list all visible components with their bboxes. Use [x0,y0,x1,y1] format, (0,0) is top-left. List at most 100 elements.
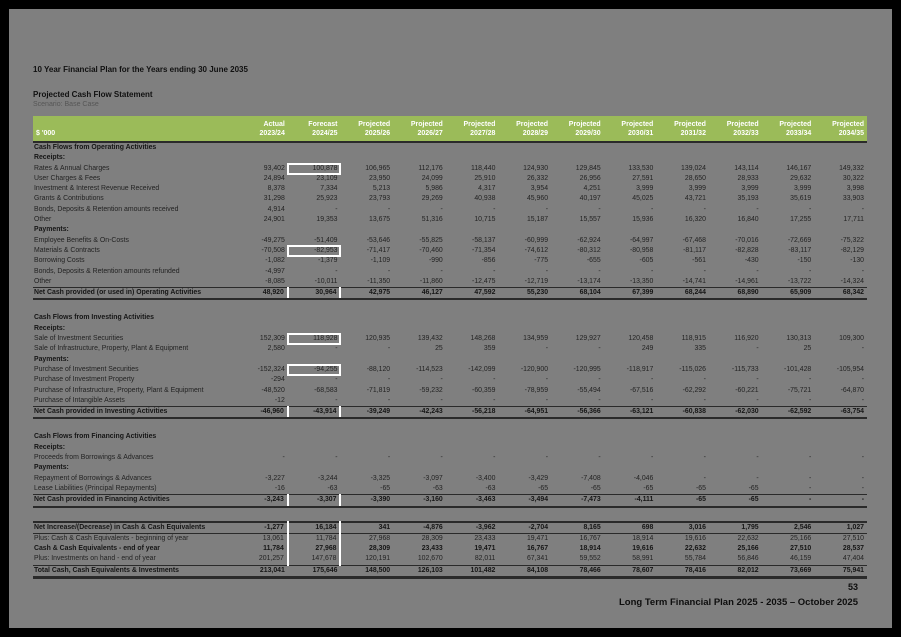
value-cell: 118,440 [471,164,496,172]
value-cell: 25,910 [474,174,496,182]
column-header: Projected 2029/30 [551,116,604,143]
value-cell: 82,011 [474,555,496,563]
value-cell: 26,956 [579,174,601,182]
row-label: Purchase of Investment Securities [34,365,139,373]
value-cell: -11,860 [419,277,443,285]
value-cell: 25 [803,345,812,353]
table-row: Proceeds from Borrowings & Advances - - - - -… [33,453,867,463]
value-cell: 46,159 [790,555,812,563]
value-cell: -71,819 [366,386,391,394]
summary-row: Cash & Cash Equivalents - end of year 11,… [33,544,867,555]
value-cell: -10,011 [314,277,338,285]
column-header: Projected 2031/32 [656,116,709,143]
value-cell: -46,960 [235,406,289,420]
column-header: Projected 2026/27 [393,116,446,143]
value-cell: -65 [748,484,759,492]
value-cell: - [703,474,706,482]
value-cell: - [761,494,815,508]
value-cell: 3,954 [530,185,549,193]
value-cell: - [545,396,549,404]
value-cell: - [335,267,338,275]
value-cell: - [651,396,654,404]
value-cell: 17,711 [843,216,864,224]
value-cell: 17,255 [790,216,812,224]
value-cell: 19,616 [632,545,654,553]
column-header: Projected 2027/28 [445,116,499,143]
value-cell: - [387,267,391,275]
value-cell: 120,191 [365,555,391,563]
value-cell: -67,468 [682,236,706,244]
value-cell: - [387,205,391,213]
row-label: Cash Flows from Financing Activities [34,433,157,441]
value-cell: - [598,267,601,275]
value-cell: 139,432 [417,335,443,343]
value-cell: 23,433 [421,545,443,553]
value-cell: 24,099 [421,174,443,182]
value-cell: - [335,376,338,384]
value-cell: 45,960 [526,195,549,203]
value-cell: 129,927 [575,335,601,343]
value-cell: -3,307 [287,494,342,508]
value-cell: -64,870 [840,386,864,394]
value-cell: -3,227 [265,474,285,482]
value-cell: -56,218 [445,406,499,420]
value-cell: -64,951 [498,406,552,420]
value-cell: - [651,205,654,213]
statement-title: Projected Cash Flow Statement [33,90,153,99]
value-cell: 25,166 [790,534,812,542]
value-cell: -1,109 [370,257,391,265]
value-cell: -60,999 [524,236,549,244]
value-cell: 28,309 [369,545,391,553]
value-cell: -3,160 [393,494,446,508]
group-label-row: Payments: [33,355,867,365]
value-cell: 27,968 [369,534,391,542]
value-cell: 26,332 [526,174,549,182]
row-label: Plus: Investments on hand - end of year [34,555,156,563]
value-cell: -561 [692,257,706,265]
value-cell: -12 [274,396,285,404]
row-label: Net Increase/(Decrease) in Cash & Cash E… [33,520,236,534]
value-cell: -60,359 [472,386,496,394]
value-cell: 73,669 [761,564,815,580]
value-cell: 23,433 [474,534,496,542]
row-label: Purchase of Infrastructure, Property, Pl… [34,386,204,394]
value-cell: -65 [656,494,709,508]
value-cell: -75,322 [840,236,864,244]
value-cell: 341 [340,520,394,534]
value-cell: -11,350 [367,277,391,285]
value-cell: -8,085 [265,277,285,285]
value-cell: -142,099 [468,365,496,373]
value-cell: - [703,396,706,404]
value-cell: 27,510 [842,534,864,542]
value-cell: -12,475 [472,277,496,285]
value-cell: -4,997 [265,267,285,275]
value-cell: 152,309 [259,335,285,343]
value-cell: 28,650 [684,174,706,182]
value-cell: - [440,396,443,404]
value-cell: -16 [274,484,285,492]
value-cell: 146,167 [786,164,812,172]
value-cell: -71,354 [472,246,496,254]
spacer-row [33,299,867,313]
table-row: Purchase of Intangible Assets -12 - - - - - - - -… [33,396,867,407]
row-label: Net Cash provided in Financing Activitie… [33,494,236,508]
table-row: Bonds, Deposits & Retention amounts rece… [33,205,867,215]
value-cell: -4,876 [393,520,446,534]
table-row: Borrowing Costs -1,082 -1,379 -1,109 -990 -85… [33,256,867,266]
value-cell: -39,249 [340,406,394,420]
value-cell: 78,466 [551,564,604,580]
value-cell: -67,516 [629,386,654,394]
value-cell: - [387,454,391,462]
value-cell: -3,429 [528,474,549,482]
value-cell: -7,408 [581,474,601,482]
value-cell: - [598,454,601,462]
value-cell: - [861,474,864,482]
section-title-row: Cash Flows from Operating Activities [33,142,867,153]
row-label: Bonds, Deposits & Retention amounts rece… [34,205,179,213]
value-cell: -55,494 [577,386,601,394]
value-cell: -80,958 [629,246,654,254]
column-header: Projected 2030/31 [603,116,657,143]
value-cell: 5,213 [372,185,391,193]
cash-flow-table: $ '000 Actual 2023/24 Forecast 2024/25 Proje… [33,116,867,580]
group-label-row: Receipts: [33,153,867,163]
